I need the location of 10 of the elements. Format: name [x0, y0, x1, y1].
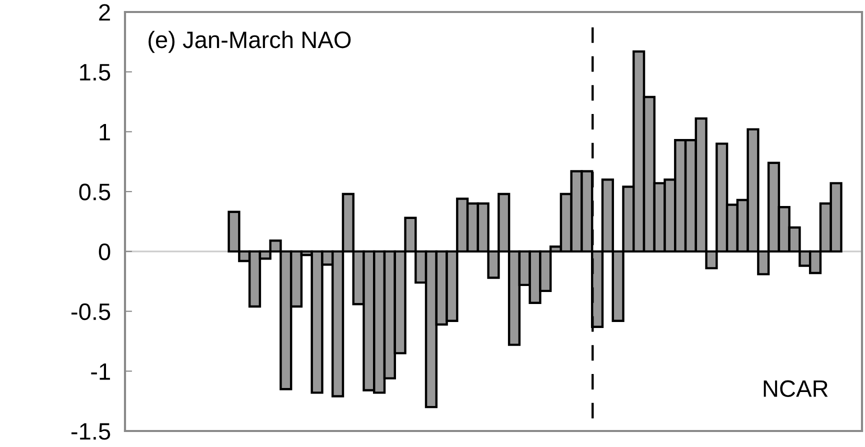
y-tick-label: 1.5	[80, 64, 110, 81]
y-tick-label: 2	[99, 4, 110, 21]
y-tick-label: -1.5	[71, 423, 110, 440]
y-tick-label: -0.5	[71, 303, 110, 320]
y-tick-label: -1	[91, 363, 110, 380]
y-tick-label: 0.5	[79, 184, 110, 200]
y-tick-label: 1	[100, 124, 110, 140]
y-tick-label: 0	[98, 243, 110, 260]
annotation: (e) Jan-March NAO	[148, 30, 351, 53]
annotation: NCAR	[764, 380, 828, 398]
